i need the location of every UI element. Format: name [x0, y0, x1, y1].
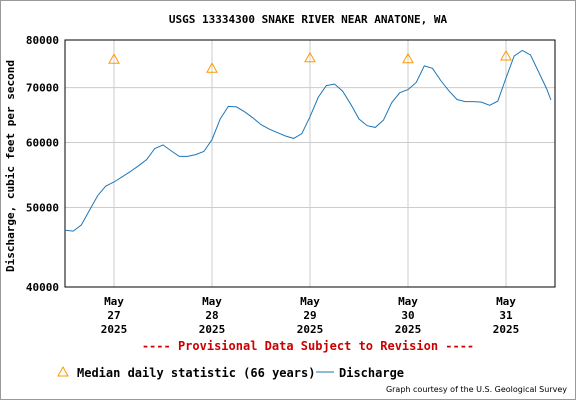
median-marker [500, 49, 512, 61]
x-tick-label: 2025 [101, 323, 128, 336]
x-tick-label: 2025 [199, 323, 226, 336]
y-tick-label: 70000 [26, 82, 59, 95]
legend-median-label: Median daily statistic (66 years) [77, 366, 315, 380]
y-tick-label: 50000 [26, 201, 59, 214]
x-tick-label: May [398, 295, 418, 308]
x-tick-label: 30 [401, 309, 414, 322]
x-tick-label: 2025 [395, 323, 422, 336]
legend: Median daily statistic (66 years) Discha… [57, 365, 404, 380]
x-tick-label: 27 [107, 309, 120, 322]
y-axis-ticks: 40000 50000 60000 70000 80000 [26, 34, 59, 294]
x-tick-label: 31 [499, 309, 513, 322]
x-tick-label: 2025 [297, 323, 324, 336]
x-tick-label: 29 [303, 309, 316, 322]
median-marker [108, 53, 120, 64]
discharge-line [64, 49, 552, 232]
chart-title: USGS 13334300 SNAKE RIVER NEAR ANATONE, … [169, 13, 448, 26]
grid-lines [65, 39, 555, 288]
y-tick-label: 60000 [26, 137, 59, 150]
plot-area [64, 39, 556, 288]
median-marker [402, 52, 414, 64]
x-tick-label: May [202, 295, 222, 308]
credit-text: Graph courtesy of the U.S. Geological Su… [386, 385, 567, 394]
median-marker [304, 51, 316, 63]
x-axis-ticks: May272025May282025May292025May302025May3… [101, 295, 520, 336]
triangle-icon [57, 365, 69, 377]
x-tick-label: 28 [205, 309, 218, 322]
median-markers [108, 49, 512, 73]
median-marker [206, 62, 218, 73]
y-tick-label: 80000 [26, 34, 59, 47]
x-tick-label: May [496, 295, 516, 308]
provisional-notice: ---- Provisional Data Subject to Revisio… [142, 339, 474, 353]
y-tick-label: 40000 [26, 281, 59, 294]
x-tick-label: May [300, 295, 320, 308]
y-axis-label: Discharge, cubic feet per second [4, 60, 17, 272]
legend-discharge-label: Discharge [339, 366, 404, 380]
x-tick-label: 2025 [493, 323, 520, 336]
x-tick-label: May [104, 295, 124, 308]
